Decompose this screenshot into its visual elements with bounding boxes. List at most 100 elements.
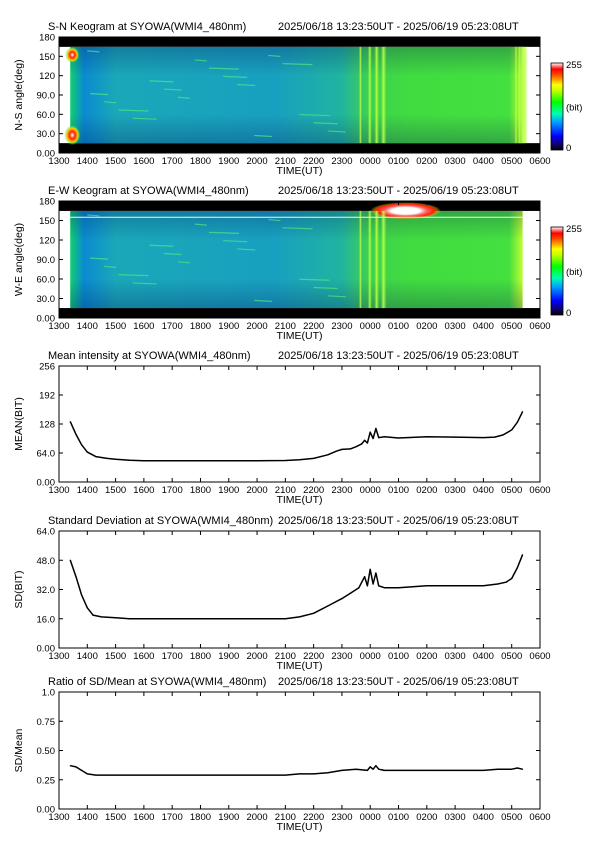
x-tick-label: 2300: [331, 156, 352, 167]
keogram-feature: [194, 223, 207, 226]
data-point: [92, 614, 94, 616]
data-point: [375, 572, 377, 574]
data-point: [426, 769, 428, 771]
keogram-feature: [118, 109, 149, 112]
x-tick-label: 0000: [360, 156, 381, 167]
data-point: [81, 444, 83, 446]
keogram-feature: [313, 122, 338, 125]
horizon-mask-top: [59, 37, 540, 47]
keogram-feature: [254, 134, 273, 138]
keogram-feature: [268, 218, 281, 222]
x-tick-label: 0400: [473, 812, 494, 823]
x-tick-label: 1700: [162, 485, 183, 496]
data-point: [81, 769, 83, 771]
keogram-feature: [223, 75, 248, 78]
x-tick-label: 2100: [275, 156, 296, 167]
data-point: [397, 769, 400, 771]
x-tick-label: 2100: [275, 651, 296, 662]
x-tick-label: 1500: [105, 156, 126, 167]
y-tick-label: 64.0: [37, 449, 56, 460]
y-tick-label: 120: [39, 71, 55, 82]
x-tick-label: 1800: [190, 321, 211, 332]
data-point: [516, 767, 518, 769]
x-tick-label: 0100: [388, 651, 409, 662]
x-tick-label: 2200: [303, 321, 324, 332]
x-tick-label: 0200: [416, 651, 437, 662]
y-tick-label: 180: [39, 197, 55, 208]
x-tick-label: 0600: [529, 651, 550, 662]
panel-time-range: 2025/06/18 13:23:50UT - 2025/06/19 05:23…: [278, 350, 519, 362]
data-point: [482, 436, 485, 439]
horizon-mask-bottom: [59, 308, 540, 318]
data-point: [358, 587, 360, 589]
x-tick-label: 1400: [77, 321, 98, 332]
data-point: [95, 774, 97, 776]
x-tick-label: 0300: [445, 321, 466, 332]
data-point: [361, 443, 363, 445]
x-tick-label: 0400: [473, 156, 494, 167]
data-point: [69, 765, 71, 767]
data-point: [69, 421, 71, 423]
data-point: [505, 581, 507, 583]
keogram-feature: [299, 278, 330, 281]
x-tick-label: 2300: [331, 321, 352, 332]
keogram-feature: [282, 63, 313, 66]
ew-keogram-panel: 0.00 30.0 60.0 90.0 120 150 180 1300 1400 1500 160…: [13, 185, 582, 342]
data-point: [171, 618, 173, 620]
data-point: [372, 583, 374, 585]
data-point: [341, 769, 343, 771]
panel-title: S-N Keogram at SYOWA(WMI4_480nm): [48, 21, 246, 33]
x-tick-label: 0000: [360, 812, 381, 823]
x-tick-label: 1400: [77, 812, 98, 823]
x-tick-label: 0000: [360, 485, 381, 496]
y-tick-label: 180: [39, 33, 55, 44]
keogram-feature: [149, 244, 174, 247]
x-tick-label: 1900: [218, 485, 239, 496]
y-tick-label: 0.00: [37, 314, 56, 325]
keogram-feature: [90, 257, 109, 260]
x-tick-label: 2300: [331, 485, 352, 496]
horizon-mask-bottom: [59, 143, 540, 153]
y-tick-label: 0.00: [37, 149, 56, 160]
x-tick-label: 2200: [303, 485, 324, 496]
x-tick-label: 2300: [331, 812, 352, 823]
x-tick-label: 2100: [275, 485, 296, 496]
data-point: [397, 587, 400, 589]
data-point: [383, 769, 385, 771]
data-point: [327, 605, 329, 607]
data-point: [349, 448, 352, 450]
y-tick-label: 30.0: [37, 294, 56, 305]
data-point: [75, 433, 77, 436]
x-tick-label: 1800: [190, 651, 211, 662]
keogram-twilight: [64, 125, 81, 146]
x-tick-label: 2000: [246, 651, 267, 662]
data-point: [516, 566, 518, 569]
keogram-streak: [517, 46, 522, 144]
x-tick-label: 1300: [48, 321, 69, 332]
y-tick-label: 0.00: [37, 644, 56, 655]
data-point: [129, 459, 131, 461]
data-point: [397, 437, 400, 439]
keogram-shading: [70, 46, 523, 144]
data-point: [502, 434, 504, 436]
keogram-streak: [374, 210, 380, 309]
data-point: [369, 431, 371, 433]
y-tick-label: 90.0: [37, 91, 56, 102]
x-tick-label: 2000: [246, 812, 267, 823]
keogram-feature: [104, 265, 117, 268]
y-tick-label: 120: [39, 236, 55, 247]
data-line: [69, 554, 524, 620]
data-point: [521, 411, 524, 413]
x-tick-label: 2200: [303, 156, 324, 167]
keogram-feature: [208, 231, 239, 234]
x-tick-label: 1800: [190, 812, 211, 823]
data-point: [383, 436, 385, 438]
y-tick-label: 60.0: [37, 275, 56, 286]
x-tick-label: 0200: [416, 321, 437, 332]
data-point: [81, 594, 83, 596]
data-point: [335, 450, 337, 452]
data-point: [95, 456, 97, 458]
data-point: [482, 585, 485, 587]
y-tick-label: 1.0: [42, 688, 55, 699]
